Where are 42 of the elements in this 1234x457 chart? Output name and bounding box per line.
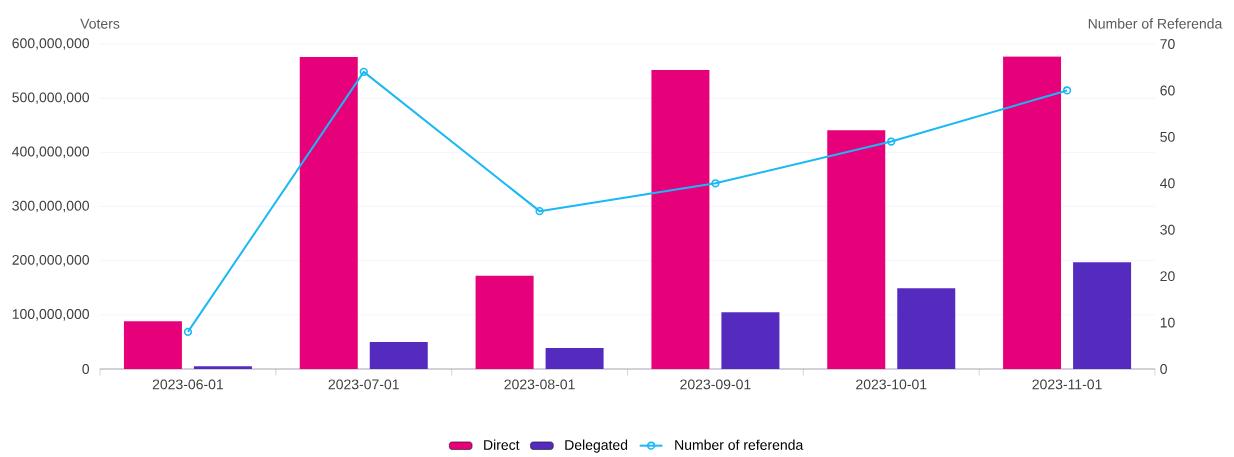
y2-axis-title: Number of Referenda	[1088, 18, 1223, 29]
bar	[721, 312, 780, 369]
y2-tick-label: 30	[1160, 224, 1175, 235]
x-tick-label: 2023-08-01	[504, 379, 575, 390]
y-tick-label: 0	[82, 364, 90, 374]
point	[711, 179, 720, 188]
point	[887, 137, 896, 146]
legend-label: Number of referenda	[675, 439, 804, 450]
y2-tick-label: 50	[1160, 131, 1175, 142]
x-tick-label: 2023-09-01	[680, 379, 751, 390]
bar	[897, 288, 956, 369]
y-tick-label: 100,000,000	[12, 309, 90, 321]
y-tick-label: 500,000,000	[12, 92, 90, 104]
point	[535, 206, 544, 216]
bar	[545, 347, 604, 369]
y2-tick-label: 0	[1160, 364, 1167, 374]
x-tick-label: 2023-07-01	[328, 379, 399, 390]
bar	[193, 366, 252, 369]
x-tick-label: 2023-11-01	[1032, 379, 1102, 390]
y2-tick-label: 40	[1160, 178, 1175, 189]
y2-tick-label: 60	[1160, 85, 1175, 96]
x-tick-label: 2023-10-01	[856, 379, 927, 390]
bar	[369, 341, 428, 369]
y-tick-label: 300,000,000	[12, 200, 90, 213]
y-tick-label: 200,000,000	[12, 254, 90, 267]
bar	[1003, 56, 1062, 369]
y-tick-label: 400,000,000	[12, 146, 90, 159]
y-axis-title: Voters	[80, 18, 120, 29]
y2-tick-label: 10	[1160, 317, 1175, 328]
legend-label: Direct	[484, 439, 520, 450]
bar	[123, 321, 182, 369]
y2-tick-label: 70	[1160, 39, 1175, 49]
bar	[1073, 262, 1132, 369]
bar	[651, 69, 710, 369]
x-tick-label: 2023-06-01	[152, 379, 224, 390]
legend-label: Delegated	[565, 439, 628, 453]
y2-tick-label: 20	[1160, 271, 1175, 282]
bar	[475, 275, 534, 369]
bar	[299, 56, 358, 369]
point	[359, 67, 368, 76]
y-tick-label: 600,000,000	[12, 38, 90, 50]
bar	[827, 130, 886, 369]
